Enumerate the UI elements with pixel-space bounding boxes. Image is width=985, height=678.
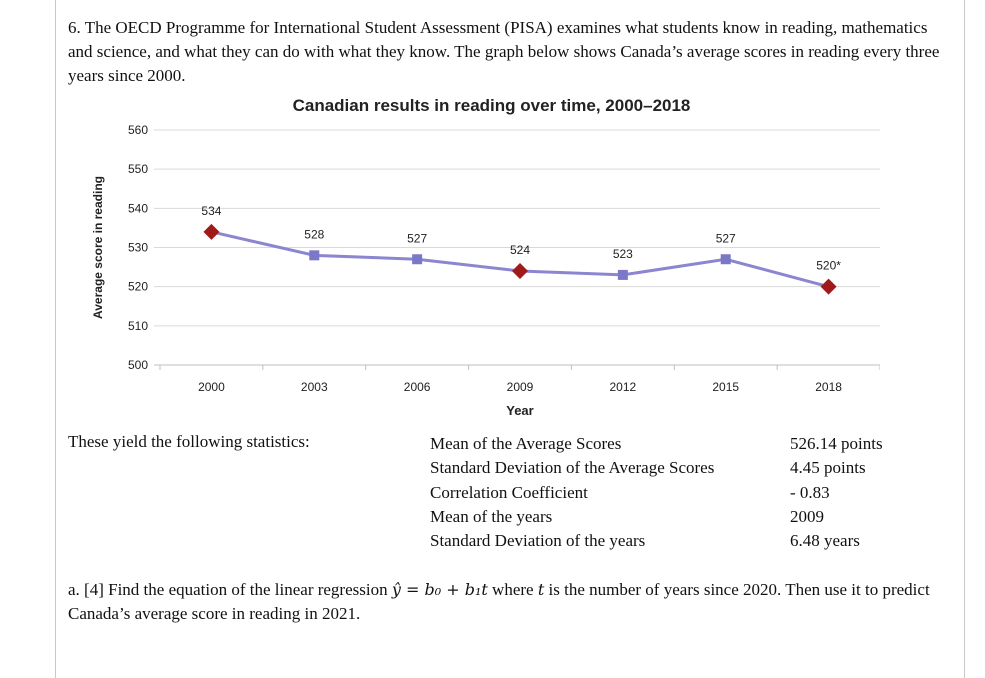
x-tick-label: 2012 xyxy=(610,380,637,394)
x-tick-label: 2009 xyxy=(507,380,534,394)
x-tick-label: 2015 xyxy=(712,380,739,394)
x-tick-label: 2000 xyxy=(198,380,225,394)
y-tick-label: 500 xyxy=(128,358,148,372)
data-label: 523 xyxy=(613,247,633,261)
stats-label: Standard Deviation of the years xyxy=(430,531,646,551)
chart-x-tick-labels: 2000 2003 2006 2009 2012 2015 2018 xyxy=(198,380,842,394)
chart-data-labels: 534 528 527 524 523 527 520* xyxy=(201,204,841,273)
x-tick-label: 2006 xyxy=(404,380,431,394)
x-tick-label: 2003 xyxy=(301,380,328,394)
data-label: 534 xyxy=(201,204,221,218)
y-tick-label: 550 xyxy=(128,162,148,176)
data-point-square xyxy=(720,254,731,265)
question-middle: where xyxy=(492,580,534,599)
data-point-diamond xyxy=(203,223,220,240)
stats-value: 526.14 points xyxy=(790,434,883,453)
data-point-diamond xyxy=(512,263,528,279)
question-prefix: a. [4] Find the equation of the linear r… xyxy=(68,580,388,599)
stats-label: Correlation Coefficient xyxy=(430,482,588,502)
x-tick-label: 2018 xyxy=(815,380,842,394)
data-point-square xyxy=(309,250,320,261)
chart-markers xyxy=(203,223,837,295)
data-label: 524 xyxy=(510,243,530,257)
regression-equation: ŷ = b₀ + b₁t xyxy=(391,580,488,599)
stats-value: - 0.83 xyxy=(790,482,830,502)
chart-y-tick-labels: 500 510 520 530 540 550 560 xyxy=(128,123,148,372)
y-tick-label: 560 xyxy=(128,123,148,137)
chart-title: Canadian results in reading over time, 2… xyxy=(292,96,691,115)
question-suffix: is the number of years since 2020. Then … xyxy=(68,580,930,623)
page-border xyxy=(55,0,965,678)
y-tick-label: 530 xyxy=(128,241,148,255)
data-point-square xyxy=(412,254,423,265)
chart-gridlines xyxy=(154,129,880,370)
data-label: 520* xyxy=(816,259,841,273)
data-label: 527 xyxy=(407,231,427,245)
stats-value: 2009 xyxy=(790,506,824,526)
stats-lead: These yield the following statistics: xyxy=(68,432,310,451)
data-point-diamond xyxy=(820,278,837,295)
data-label: 527 xyxy=(716,231,736,245)
stats-label: Standard Deviation of the Average Scores xyxy=(430,458,715,478)
y-axis-title: Average score in reading xyxy=(91,176,105,319)
variable-t: t xyxy=(537,580,545,599)
data-point-square xyxy=(617,269,628,280)
stats-label: Mean of the Average Scores xyxy=(430,434,622,453)
question-part-a: a. [4] Find the equation of the linear r… xyxy=(68,578,953,626)
stats-value: 6.48 years xyxy=(790,531,860,551)
y-tick-label: 510 xyxy=(128,319,148,333)
x-axis-title: Year xyxy=(506,403,533,418)
question-intro: 6. The OECD Programme for International … xyxy=(68,18,940,85)
data-label: 528 xyxy=(304,227,324,241)
y-tick-label: 540 xyxy=(128,201,148,215)
y-tick-label: 520 xyxy=(128,280,148,294)
stats-value: 4.45 points xyxy=(790,458,866,478)
stats-label: Mean of the years xyxy=(430,506,553,526)
